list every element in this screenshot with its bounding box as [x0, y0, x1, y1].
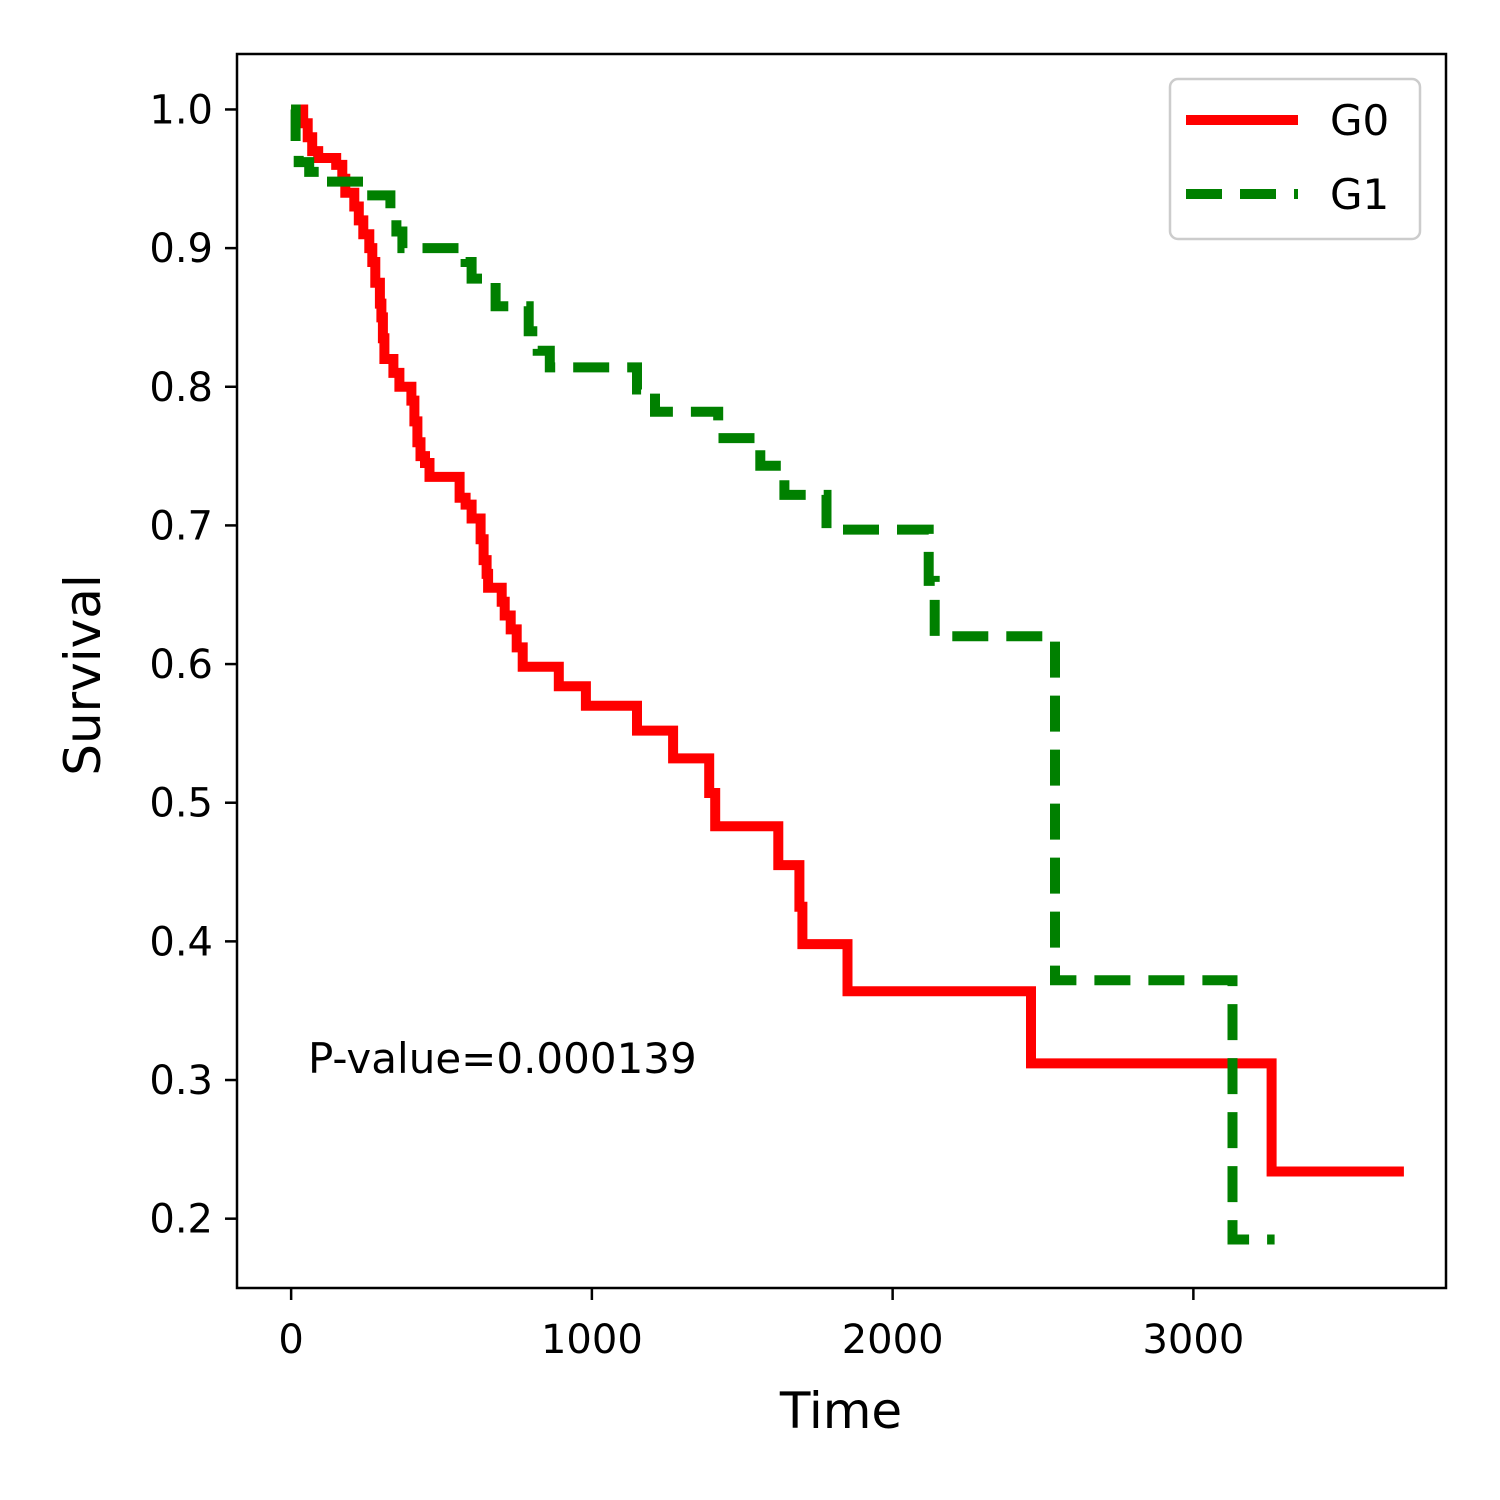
y-tick-label: 0.7 [149, 503, 213, 549]
plot-frame [235, 52, 1448, 1290]
y-tick-label: 0.2 [149, 1197, 213, 1243]
y-tick-label: 0.3 [149, 1058, 213, 1104]
p-value-annotation: P-value=0.000139 [308, 1034, 697, 1083]
series-line-g0 [291, 104, 1404, 1177]
x-tick-label: 1000 [541, 1317, 643, 1363]
legend-label-g1: G1 [1330, 170, 1389, 219]
y-tick-label: 0.9 [149, 226, 213, 272]
legend-label-g0: G0 [1330, 96, 1389, 145]
x-tick-label: 0 [278, 1317, 303, 1363]
y-axis-label: Survival [54, 574, 112, 776]
x-tick-label: 2000 [842, 1317, 944, 1363]
y-tick-label: 0.6 [149, 642, 213, 688]
y-tick-label: 0.5 [149, 781, 213, 827]
y-tick-label: 0.4 [149, 919, 213, 965]
ticks-layer: 0 1000 2000 3000 0.2 0.3 0.4 0.5 0.6 0.7 0.8 0.9 1.0 [149, 87, 1244, 1363]
series-line-g1 [290, 104, 1275, 1245]
series-layer [290, 104, 1404, 1245]
y-tick-label: 1.0 [149, 87, 213, 133]
legend: G0 G1 [1168, 77, 1422, 241]
y-tick-label: 0.8 [149, 365, 213, 411]
x-axis-label: Time [779, 1382, 902, 1440]
x-tick-label: 3000 [1142, 1317, 1244, 1363]
